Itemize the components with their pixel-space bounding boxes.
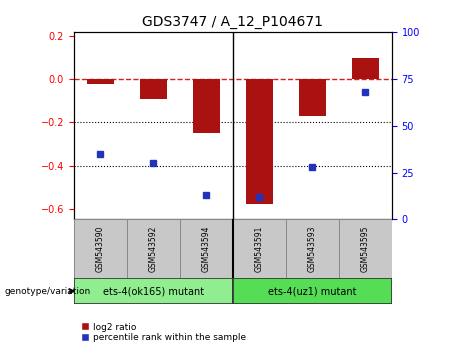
Bar [87,79,113,84]
Bar [233,278,392,304]
Bar [286,219,339,278]
Bar [127,219,180,278]
Text: GSM543590: GSM543590 [96,225,105,272]
Bar [180,219,233,278]
Legend: log2 ratio, percentile rank within the sample: log2 ratio, percentile rank within the s… [78,319,249,346]
Title: GDS3747 / A_12_P104671: GDS3747 / A_12_P104671 [142,16,323,29]
Text: genotype/variation: genotype/variation [5,287,91,296]
Bar [339,219,392,278]
Bar [233,219,286,278]
Text: GSM543595: GSM543595 [361,225,370,272]
Text: GSM543591: GSM543591 [255,225,264,272]
Bar [74,278,233,304]
Text: GSM543594: GSM543594 [202,225,211,272]
Bar [352,58,378,79]
Text: ets-4(uz1) mutant: ets-4(uz1) mutant [268,286,356,296]
Text: GSM543593: GSM543593 [308,225,317,272]
Bar [140,79,166,99]
Text: GSM543592: GSM543592 [149,225,158,272]
Bar [299,79,325,116]
Bar [246,79,272,204]
Text: ets-4(ok165) mutant: ets-4(ok165) mutant [103,286,204,296]
Bar [74,219,127,278]
Bar [193,79,219,133]
